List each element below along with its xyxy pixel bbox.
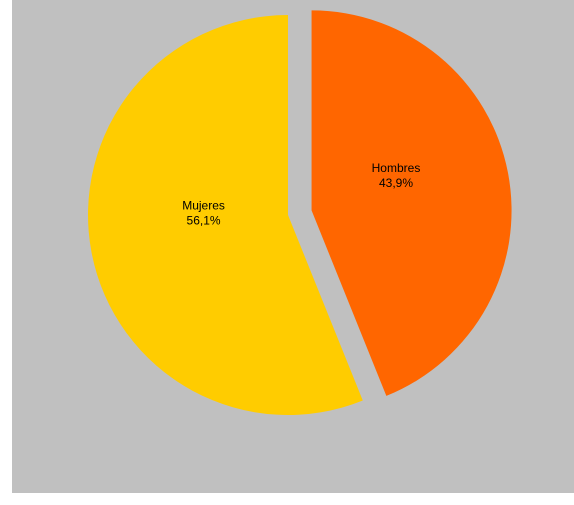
slice-value-label: 43,9%: [379, 176, 413, 190]
pie-slice-mujeres: [88, 15, 363, 416]
pie-slices: [88, 10, 512, 416]
pie-slice-hombres: [311, 10, 512, 396]
slice-name-label: Mujeres: [182, 198, 225, 212]
slice-name-label: Hombres: [372, 161, 421, 175]
slice-value-label: 56,1%: [187, 213, 221, 227]
